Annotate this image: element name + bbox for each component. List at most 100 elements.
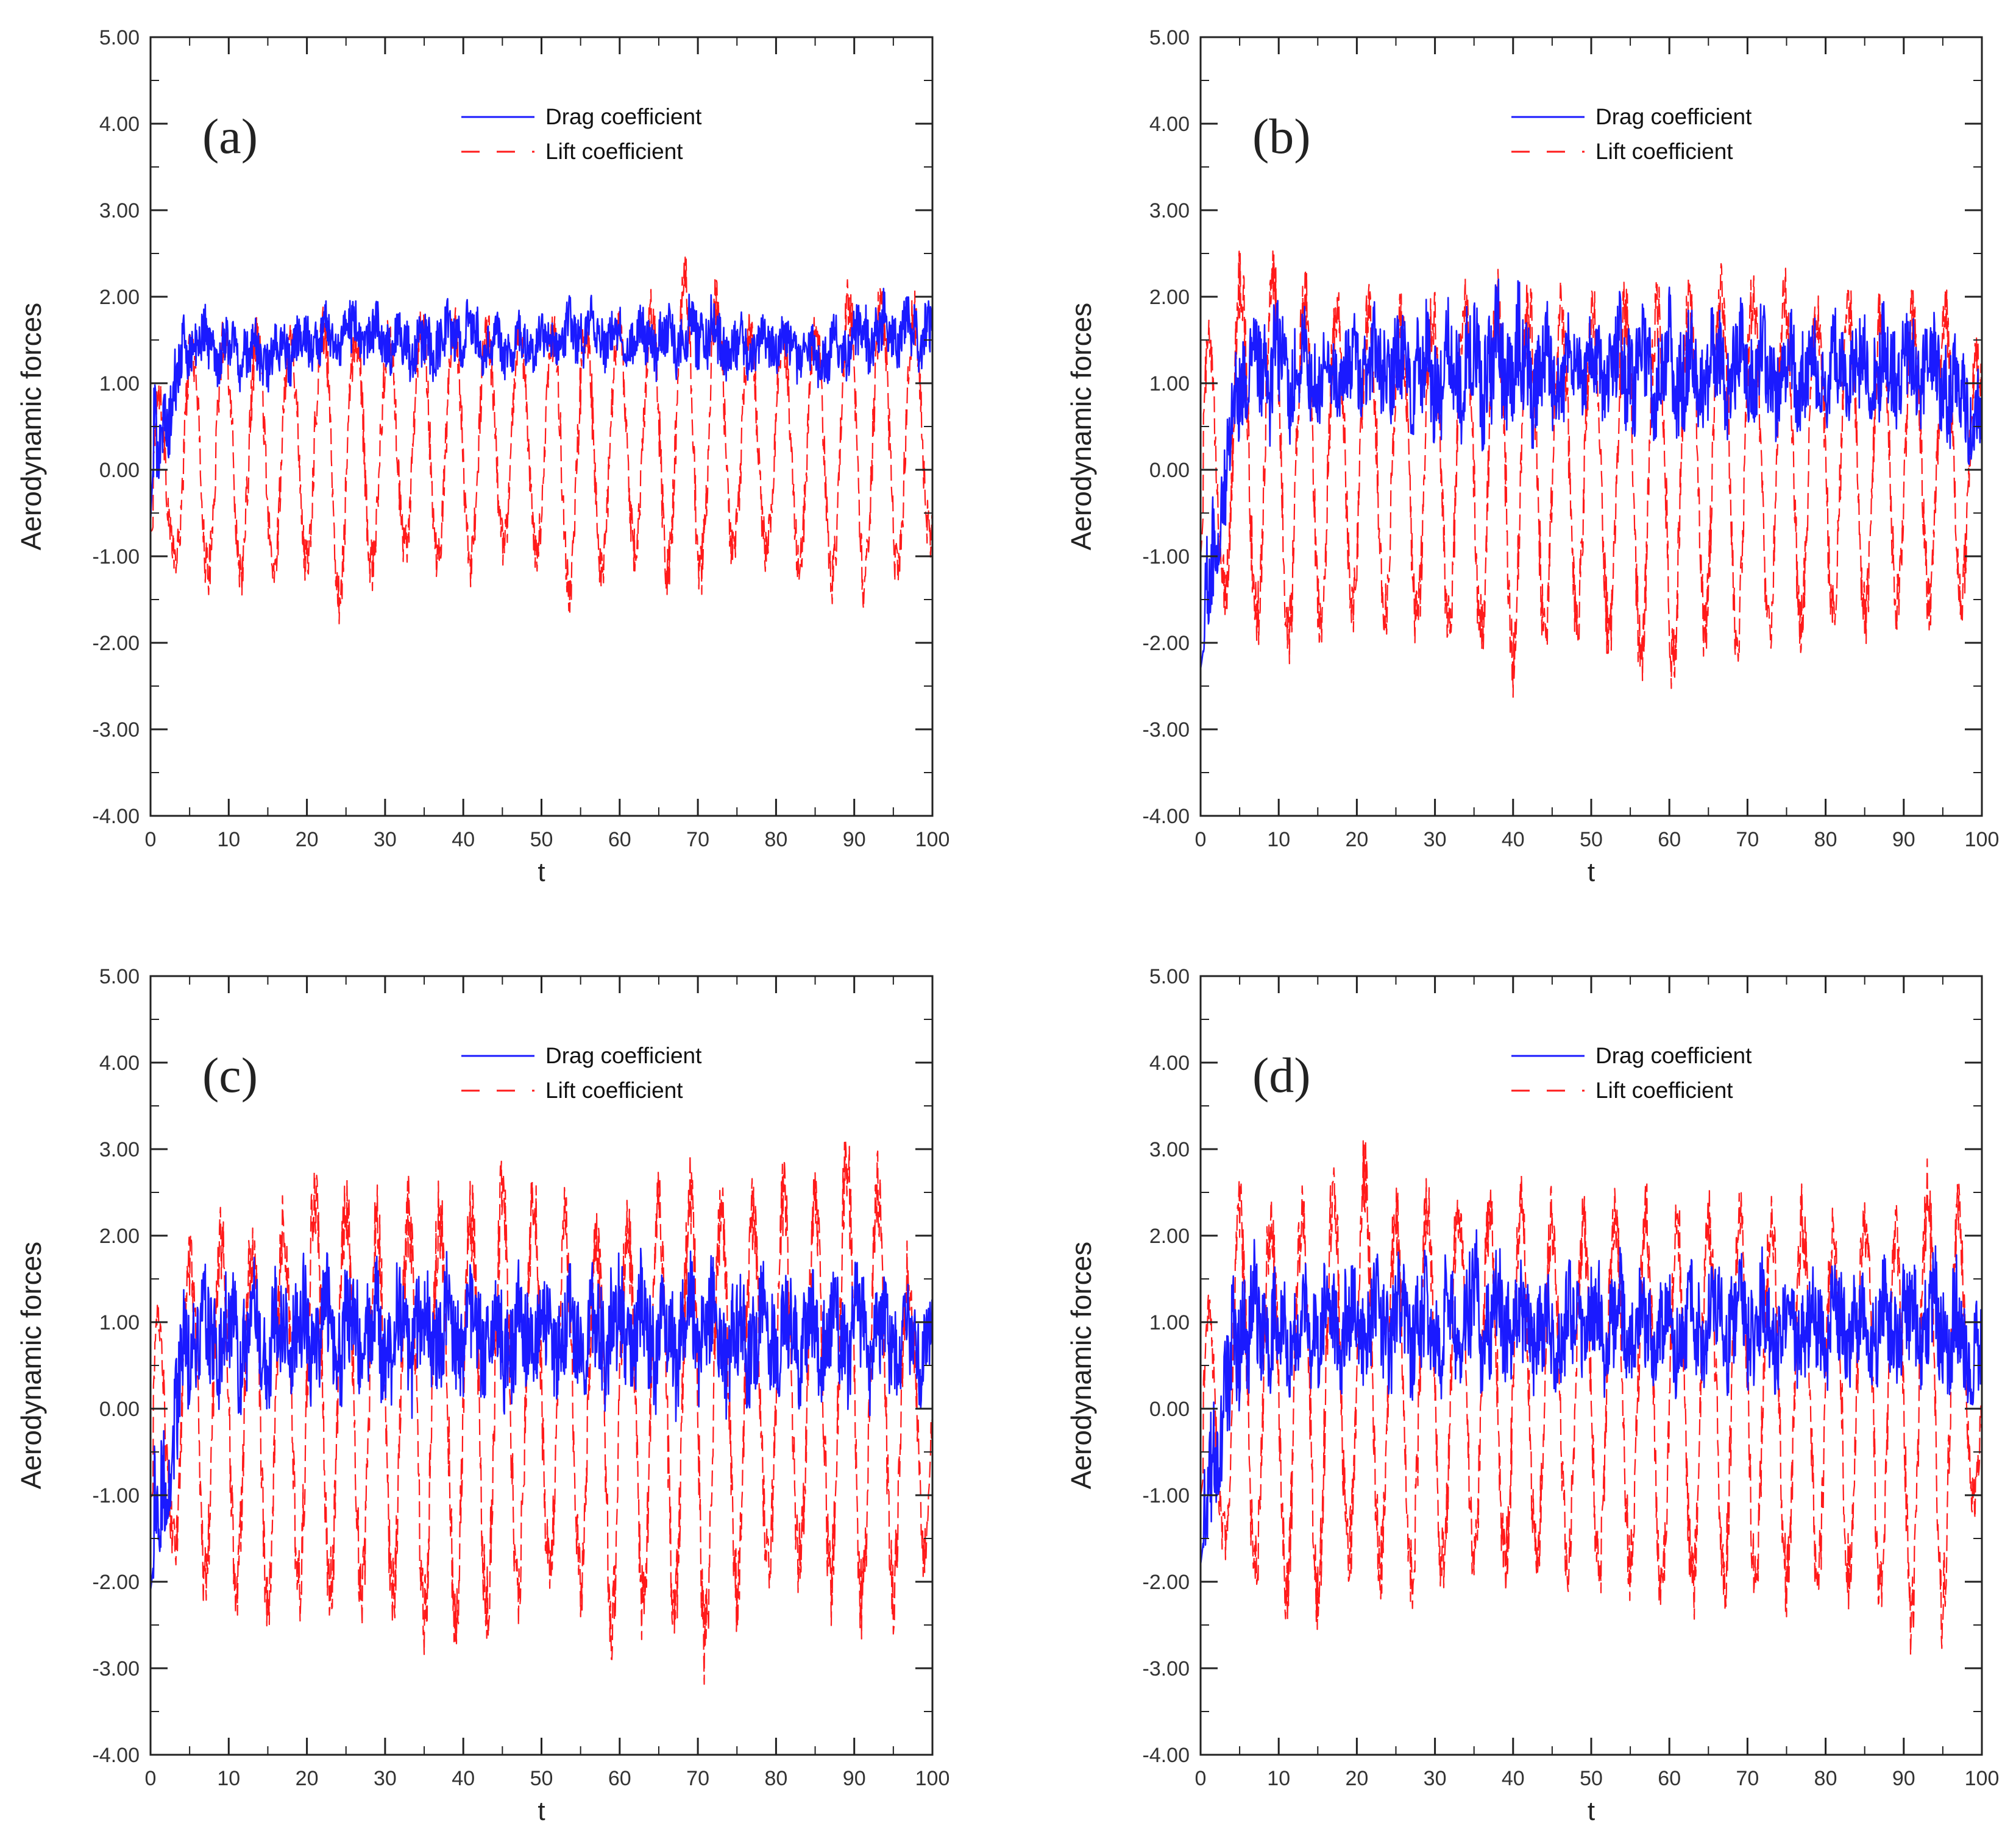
x-tick-label: 60 (608, 1767, 631, 1790)
x-tick-label: 20 (296, 828, 319, 851)
x-tick-label: 50 (530, 828, 553, 851)
chart-panel-3: 5.00 4.00 3.00 2.00 1.00 0.00 -1.00 -2.00 -3.00 -… (1065, 965, 1999, 1826)
y-tick-label: -1.00 (1143, 545, 1190, 568)
y-tick-label: 4.00 (1149, 113, 1190, 136)
y-tick-label: -1.00 (93, 545, 140, 568)
panel-label: (b) (1252, 108, 1311, 164)
legend-drag-label: Drag coefficient (545, 104, 702, 129)
x-tick-label: 50 (530, 1767, 553, 1790)
y-tick-label: 0.00 (99, 1398, 140, 1421)
x-tick-label: 50 (1580, 828, 1603, 851)
drag-coefficient-line (151, 1247, 932, 1591)
chart-panel-0: 5.00 4.00 3.00 2.00 1.00 0.00 -1.00 -2.00 -3.00 -… (15, 26, 949, 887)
y-tick-label: 3.00 (1149, 1138, 1190, 1161)
series-group (1201, 1139, 1982, 1656)
lift-coefficient-line (1201, 1139, 1982, 1656)
y-tick-label: -4.00 (93, 805, 140, 828)
y-tick-label: -2.00 (93, 632, 140, 655)
x-tick-label: 20 (1345, 1767, 1368, 1790)
legend-lift-label: Lift coefficient (1595, 139, 1733, 164)
panel-label: (d) (1252, 1047, 1311, 1103)
x-axis-title: t (538, 1796, 545, 1826)
x-tick-label: 40 (1502, 828, 1525, 851)
panel-label: (a) (202, 108, 258, 164)
y-tick-label: 2.00 (99, 1225, 140, 1248)
y-tick-label: 5.00 (1149, 965, 1190, 988)
x-tick-label: 0 (1195, 828, 1207, 851)
y-tick-label: -4.00 (1143, 1744, 1190, 1767)
y-tick-label: -1.00 (1143, 1484, 1190, 1507)
drag-coefficient-line (1201, 1229, 1982, 1565)
y-tick-label: 4.00 (1149, 1052, 1190, 1075)
x-tick-label: 30 (1424, 1767, 1447, 1790)
y-tick-label: 0.00 (99, 459, 140, 482)
x-tick-label: 40 (452, 1767, 475, 1790)
drag-coefficient-line (1201, 278, 1982, 669)
lift-coefficient-line (1201, 250, 1982, 698)
lift-coefficient-line (151, 1139, 932, 1685)
y-tick-label: 3.00 (99, 1138, 140, 1161)
x-tick-label: 30 (374, 1767, 397, 1790)
y-tick-label: 0.00 (1149, 459, 1190, 482)
x-tick-label: 10 (1267, 1767, 1290, 1790)
y-tick-label: -2.00 (93, 1571, 140, 1594)
x-tick-label: 50 (1580, 1767, 1603, 1790)
x-axis-title: t (538, 857, 545, 887)
x-tick-label: 90 (1892, 828, 1915, 851)
x-tick-label: 100 (1965, 1767, 2000, 1790)
x-tick-label: 100 (915, 828, 950, 851)
y-tick-label: 1.00 (99, 372, 140, 395)
x-tick-label: 70 (686, 1767, 709, 1790)
x-tick-label: 10 (217, 828, 240, 851)
x-tick-label: 30 (1424, 828, 1447, 851)
y-tick-label: 0.00 (1149, 1398, 1190, 1421)
x-tick-label: 60 (1658, 828, 1681, 851)
x-tick-label: 80 (764, 1767, 787, 1790)
y-tick-label: 3.00 (1149, 199, 1190, 222)
x-tick-label: 20 (296, 1767, 319, 1790)
x-tick-label: 0 (1195, 1767, 1207, 1790)
x-tick-label: 80 (1814, 828, 1837, 851)
y-tick-label: 2.00 (1149, 1225, 1190, 1248)
y-tick-label: 1.00 (99, 1311, 140, 1334)
y-tick-label: 5.00 (99, 965, 140, 988)
chart-panel-1: 5.00 4.00 3.00 2.00 1.00 0.00 -1.00 -2.00 -3.00 -… (1065, 26, 1999, 887)
y-tick-label: 4.00 (99, 1052, 140, 1075)
legend-lift-label: Lift coefficient (545, 139, 683, 164)
x-tick-label: 70 (1736, 828, 1759, 851)
y-tick-label: 4.00 (99, 113, 140, 136)
x-tick-label: 100 (915, 1767, 950, 1790)
x-tick-label: 20 (1345, 828, 1368, 851)
x-tick-label: 10 (217, 1767, 240, 1790)
x-tick-label: 70 (1736, 1767, 1759, 1790)
y-axis-title: Aerodynamic forces (15, 303, 47, 551)
x-tick-label: 90 (843, 1767, 866, 1790)
legend-drag-label: Drag coefficient (545, 1043, 702, 1068)
panel-label: (c) (202, 1047, 258, 1103)
y-tick-label: -3.00 (93, 718, 140, 742)
y-tick-label: -1.00 (93, 1484, 140, 1507)
x-tick-label: 40 (1502, 1767, 1525, 1790)
y-tick-label: -4.00 (1143, 805, 1190, 828)
x-tick-label: 0 (145, 828, 157, 851)
y-tick-label: -4.00 (93, 1744, 140, 1767)
x-tick-label: 90 (1892, 1767, 1915, 1790)
series-group (151, 257, 932, 625)
chart-panel-2: 5.00 4.00 3.00 2.00 1.00 0.00 -1.00 -2.00 -3.00 -… (15, 965, 949, 1826)
x-tick-label: 40 (452, 828, 475, 851)
y-tick-label: -2.00 (1143, 1571, 1190, 1594)
y-tick-label: -3.00 (1143, 1657, 1190, 1680)
x-tick-label: 0 (145, 1767, 157, 1790)
y-tick-label: 3.00 (99, 199, 140, 222)
drag-coefficient-line (151, 288, 932, 522)
lift-coefficient-line (151, 257, 932, 625)
y-tick-label: -2.00 (1143, 632, 1190, 655)
x-tick-label: 10 (1267, 828, 1290, 851)
x-tick-label: 80 (764, 828, 787, 851)
legend-lift-label: Lift coefficient (1595, 1078, 1733, 1103)
legend-drag-label: Drag coefficient (1595, 1043, 1752, 1068)
x-tick-label: 100 (1965, 828, 2000, 851)
y-axis-title: Aerodynamic forces (1065, 1242, 1097, 1490)
